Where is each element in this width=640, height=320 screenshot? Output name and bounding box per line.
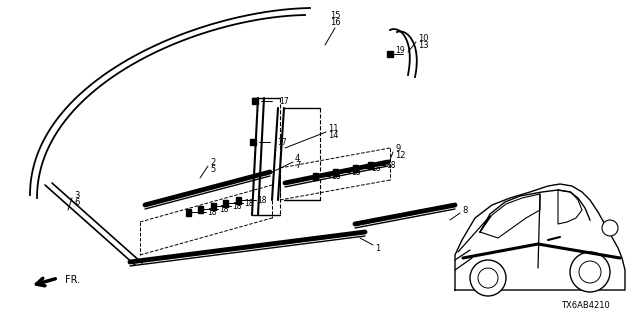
Text: 7: 7 bbox=[295, 161, 300, 170]
Text: 14: 14 bbox=[328, 131, 339, 140]
Circle shape bbox=[478, 268, 498, 288]
Text: 10: 10 bbox=[418, 34, 429, 43]
Text: 18: 18 bbox=[232, 202, 242, 211]
Text: TX6AB4210: TX6AB4210 bbox=[561, 301, 610, 310]
Bar bbox=[333, 169, 337, 175]
Text: 13: 13 bbox=[418, 41, 429, 50]
Polygon shape bbox=[455, 184, 625, 290]
Circle shape bbox=[470, 260, 506, 296]
Bar bbox=[367, 162, 372, 169]
Text: 18: 18 bbox=[244, 198, 253, 207]
Text: 17: 17 bbox=[277, 138, 287, 147]
Bar bbox=[353, 164, 358, 172]
Text: 15: 15 bbox=[330, 11, 340, 20]
Text: 18: 18 bbox=[371, 164, 381, 172]
Bar bbox=[186, 209, 191, 215]
Text: 4: 4 bbox=[295, 154, 300, 163]
Text: 18: 18 bbox=[351, 167, 361, 177]
Text: 3: 3 bbox=[74, 190, 79, 199]
Text: 18: 18 bbox=[257, 196, 267, 204]
Text: 12: 12 bbox=[395, 150, 406, 159]
Text: 9: 9 bbox=[395, 143, 400, 153]
Text: 2: 2 bbox=[210, 157, 215, 166]
Text: 18: 18 bbox=[220, 204, 228, 213]
Text: 18: 18 bbox=[387, 161, 396, 170]
Text: 19: 19 bbox=[395, 45, 404, 54]
Bar bbox=[236, 196, 241, 204]
Bar bbox=[387, 51, 393, 57]
Bar bbox=[312, 172, 317, 180]
Bar bbox=[252, 98, 258, 104]
Text: 8: 8 bbox=[462, 205, 467, 214]
Text: 1: 1 bbox=[375, 244, 380, 252]
Text: 18: 18 bbox=[332, 172, 340, 180]
Bar bbox=[223, 199, 227, 206]
Circle shape bbox=[579, 261, 601, 283]
Text: 17: 17 bbox=[279, 97, 289, 106]
Text: 5: 5 bbox=[210, 164, 215, 173]
Circle shape bbox=[602, 220, 618, 236]
Bar bbox=[211, 203, 216, 210]
Text: 11: 11 bbox=[328, 124, 339, 132]
Bar bbox=[198, 205, 202, 212]
Text: FR.: FR. bbox=[65, 275, 80, 285]
Bar bbox=[250, 139, 256, 145]
Circle shape bbox=[570, 252, 610, 292]
Text: 6: 6 bbox=[74, 197, 79, 206]
Text: 18: 18 bbox=[207, 207, 217, 217]
Text: 16: 16 bbox=[330, 18, 340, 27]
